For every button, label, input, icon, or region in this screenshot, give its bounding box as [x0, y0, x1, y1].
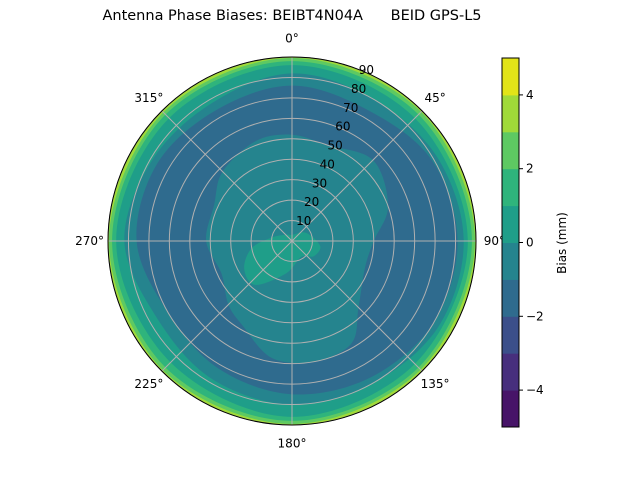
- colorbar-segment: [502, 279, 519, 317]
- r-tick-label: 60: [335, 120, 350, 134]
- theta-tick-label: 45°: [424, 91, 445, 105]
- colorbar-tick-label: 2: [526, 162, 534, 176]
- r-tick-label: 40: [320, 157, 335, 171]
- theta-gridline: [291, 110, 423, 242]
- r-tick-label: 90: [359, 63, 374, 77]
- colorbar-tick-label: −2: [526, 309, 544, 323]
- r-tick-label: 50: [327, 139, 342, 153]
- r-tick-labels: 10 20 30 40 50 60 70 80 90: [296, 63, 374, 228]
- theta-tick-label: 0°: [285, 32, 299, 46]
- theta-gridline: [161, 110, 293, 242]
- chart-title: Antenna Phase Biases: BEIBT4N04A BEID GP…: [102, 8, 482, 24]
- colorbar-segment: [502, 390, 519, 428]
- colorbar-segment: [502, 316, 519, 354]
- colorbar-segment: [502, 242, 519, 280]
- theta-tick-label: 225°: [134, 377, 163, 391]
- theta-tick-label: 270°: [75, 234, 104, 248]
- colorbar-label: Bias (mm): [555, 212, 569, 274]
- theta-tick-label: 180°: [278, 436, 307, 450]
- colorbar-segment: [502, 353, 519, 391]
- colorbar-tick-label: 0: [526, 236, 534, 250]
- polar-frame: [107, 56, 477, 426]
- theta-tick-label: 90°: [484, 234, 505, 248]
- r-tick-label: 20: [304, 195, 319, 209]
- colorbar-tick-label: −4: [526, 383, 544, 397]
- colorbar-segment: [502, 205, 519, 243]
- colorbar-segment: [502, 94, 519, 133]
- theta-gridline: [161, 240, 293, 372]
- colorbar-segment: [502, 131, 519, 170]
- theta-tick-label: 135°: [421, 377, 450, 391]
- colorbar: −4 −2 0 2 4: [501, 57, 544, 428]
- theta-tick-labels: 0° 45° 90° 135° 180° 225° 270° 315°: [75, 32, 505, 451]
- colorbar-tick-label: 4: [526, 88, 534, 102]
- colorbar-segment: [502, 168, 519, 207]
- r-tick-label: 70: [343, 101, 358, 115]
- r-tick-label: 30: [312, 176, 327, 190]
- colorbar-segment: [502, 58, 519, 96]
- theta-gridline: [291, 240, 423, 372]
- theta-tick-label: 315°: [134, 91, 163, 105]
- polar-grid: [107, 56, 477, 426]
- r-tick-label: 80: [351, 82, 366, 96]
- r-tick-label: 10: [296, 214, 311, 228]
